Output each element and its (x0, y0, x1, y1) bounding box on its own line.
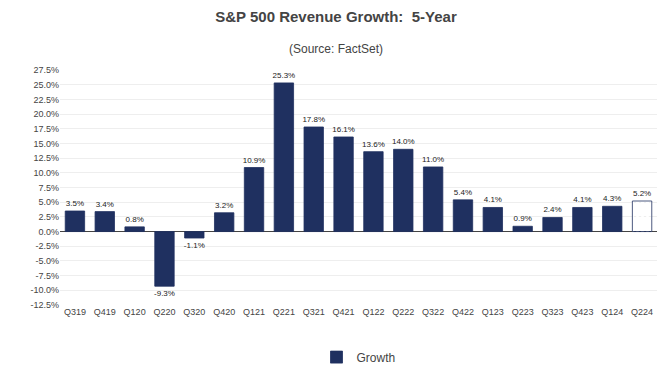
svg-text:3.5%: 3.5% (66, 199, 84, 208)
svg-text:S&P 500 Revenue Growth: 5-Yea: S&P 500 Revenue Growth: 5-Year (215, 8, 457, 25)
svg-text:16.1%: 16.1% (332, 125, 355, 134)
svg-text:27.5%: 27.5% (33, 65, 59, 75)
svg-text:12.5%: 12.5% (33, 153, 59, 163)
svg-text:4.3%: 4.3% (603, 194, 621, 203)
svg-text:-2.5%: -2.5% (35, 241, 59, 251)
svg-text:Q223: Q223 (512, 307, 534, 317)
svg-text:4.1%: 4.1% (484, 195, 502, 204)
svg-text:(Source: FactSet): (Source: FactSet) (289, 42, 383, 56)
svg-text:Q123: Q123 (482, 307, 504, 317)
svg-text:-1.1%: -1.1% (184, 241, 205, 250)
svg-text:-10.0%: -10.0% (30, 285, 59, 295)
svg-text:Q120: Q120 (124, 307, 146, 317)
svg-text:0.8%: 0.8% (126, 215, 144, 224)
svg-text:Q224: Q224 (631, 307, 653, 317)
svg-text:Q222: Q222 (392, 307, 414, 317)
svg-text:Q421: Q421 (333, 307, 355, 317)
svg-text:Q319: Q319 (64, 307, 86, 317)
svg-text:Q322: Q322 (422, 307, 444, 317)
svg-text:2.5%: 2.5% (38, 212, 59, 222)
svg-text:Q220: Q220 (153, 307, 175, 317)
svg-text:Q121: Q121 (243, 307, 265, 317)
svg-text:10.0%: 10.0% (33, 168, 59, 178)
svg-text:22.5%: 22.5% (33, 95, 59, 105)
svg-text:17.8%: 17.8% (302, 115, 325, 124)
svg-text:Q419: Q419 (94, 307, 116, 317)
svg-text:4.1%: 4.1% (573, 195, 591, 204)
svg-text:0.0%: 0.0% (38, 227, 59, 237)
svg-text:Q124: Q124 (601, 307, 623, 317)
svg-text:15.0%: 15.0% (33, 139, 59, 149)
svg-text:Q221: Q221 (273, 307, 295, 317)
svg-text:Q122: Q122 (362, 307, 384, 317)
svg-text:Q320: Q320 (183, 307, 205, 317)
svg-text:-5.0%: -5.0% (35, 256, 59, 266)
svg-text:-7.5%: -7.5% (35, 271, 59, 281)
svg-text:25.0%: 25.0% (33, 80, 59, 90)
svg-text:5.0%: 5.0% (38, 197, 59, 207)
svg-text:Q323: Q323 (542, 307, 564, 317)
svg-text:Growth: Growth (357, 351, 396, 365)
svg-text:14.0%: 14.0% (392, 137, 415, 146)
svg-text:17.5%: 17.5% (33, 124, 59, 134)
svg-text:0.9%: 0.9% (514, 214, 532, 223)
svg-text:11.0%: 11.0% (422, 155, 444, 164)
svg-text:3.4%: 3.4% (96, 200, 114, 209)
svg-text:-12.5%: -12.5% (30, 300, 59, 310)
svg-text:3.2%: 3.2% (215, 201, 233, 210)
svg-text:5.2%: 5.2% (633, 189, 651, 198)
svg-text:Q321: Q321 (303, 307, 325, 317)
svg-text:Q422: Q422 (452, 307, 474, 317)
svg-text:2.4%: 2.4% (543, 205, 561, 214)
svg-text:Q420: Q420 (213, 307, 235, 317)
svg-text:20.0%: 20.0% (33, 109, 59, 119)
svg-text:25.3%: 25.3% (273, 71, 296, 80)
svg-text:13.6%: 13.6% (362, 140, 385, 149)
svg-text:10.9%: 10.9% (243, 156, 266, 165)
svg-text:5.4%: 5.4% (454, 188, 472, 197)
svg-text:-9.3%: -9.3% (154, 289, 175, 298)
svg-text:7.5%: 7.5% (38, 183, 59, 193)
svg-text:Q423: Q423 (571, 307, 593, 317)
